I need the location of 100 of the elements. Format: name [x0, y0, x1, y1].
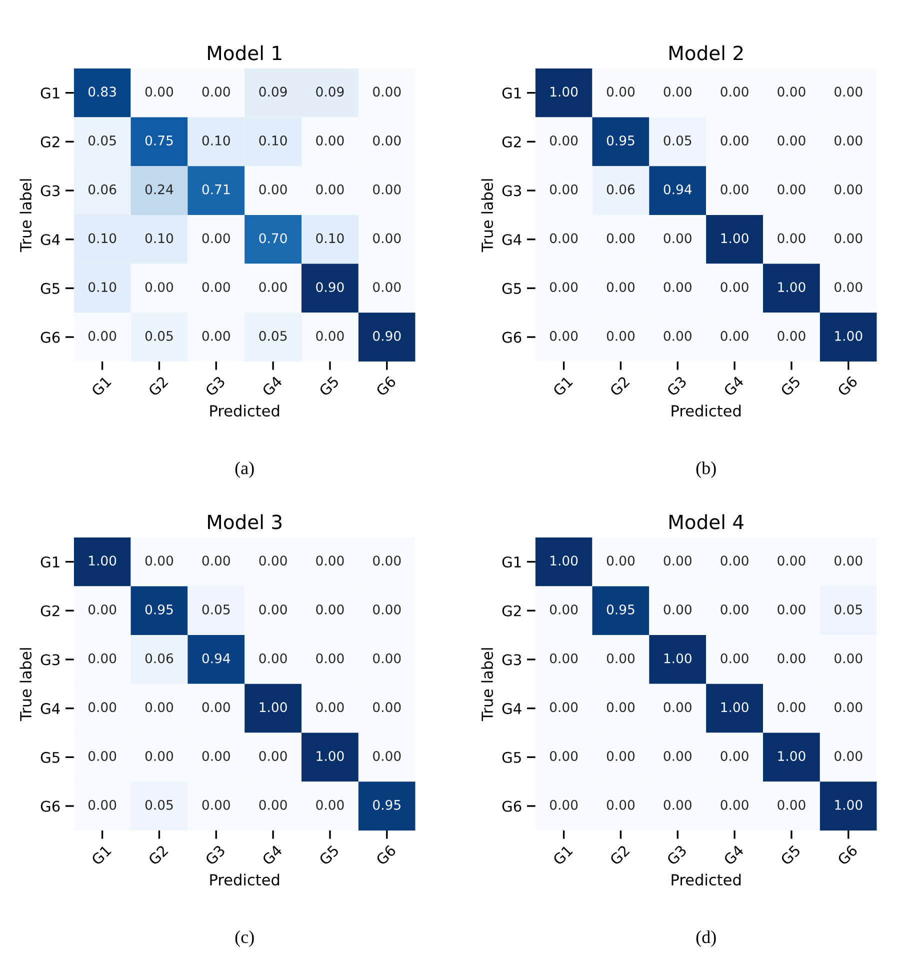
- data-label: 0.00: [664, 282, 692, 292]
- data-label: 0.00: [202, 330, 230, 341]
- data-label: 0.00: [834, 556, 862, 566]
- data-label: 0.05: [145, 800, 173, 810]
- data-label: 0.05: [834, 604, 862, 614]
- x-axis-title: Predicted: [210, 874, 280, 886]
- data-label: 0.00: [316, 556, 344, 566]
- y-tick-label: G6: [502, 800, 522, 812]
- data-label: 0.00: [778, 653, 806, 664]
- y-tick-label: G4: [502, 703, 522, 714]
- y-tick-label: G5: [40, 282, 60, 294]
- data-label: 0.00: [778, 136, 806, 146]
- y-tick-label: G5: [502, 752, 521, 763]
- data-label: 0.00: [145, 282, 174, 292]
- data-label: 0.00: [720, 800, 748, 810]
- data-label: 0.00: [834, 282, 862, 292]
- data-label: 0.00: [834, 751, 862, 762]
- data-label: 0.05: [664, 136, 692, 146]
- x-tick-label: G6: [836, 844, 858, 866]
- data-label: 1.00: [778, 751, 806, 762]
- data-label: 0.90: [316, 282, 344, 292]
- y-tick-label: G6: [40, 800, 60, 812]
- data-label: 0.00: [720, 282, 748, 292]
- x-tick-label: G6: [375, 844, 397, 866]
- data-label: 0.71: [202, 184, 230, 194]
- data-label: 0.10: [88, 282, 116, 292]
- data-label: 0.00: [550, 282, 578, 292]
- data-label: 0.00: [606, 702, 635, 712]
- x-tick-label: G4: [262, 375, 283, 397]
- x-tick-label: G3: [204, 376, 226, 397]
- y-tick-label: G4: [40, 703, 60, 714]
- data-label: 0.00: [316, 184, 344, 194]
- data-label: 0.00: [316, 136, 344, 146]
- data-label: 0.00: [664, 233, 692, 244]
- data-label: 1.00: [89, 556, 116, 566]
- data-label: 0.00: [664, 800, 692, 810]
- x-tick-label: G5: [780, 376, 801, 397]
- data-label: 0.94: [664, 184, 692, 194]
- y-axis-title: True label: [20, 179, 32, 252]
- y-tick-label: G6: [502, 332, 522, 343]
- data-label: 0.00: [778, 330, 806, 341]
- data-label: 0.95: [606, 604, 634, 614]
- x-tick-label: G3: [666, 376, 688, 397]
- data-label: 0.10: [88, 233, 116, 244]
- data-label: 0.00: [316, 702, 344, 712]
- data-label: 0.00: [606, 800, 635, 810]
- data-label: 0.00: [259, 751, 287, 762]
- data-label: 0.00: [664, 751, 692, 762]
- data-label: 0.00: [373, 136, 401, 146]
- data-label: 0.00: [550, 751, 578, 762]
- data-label: 0.10: [259, 136, 287, 146]
- data-label: 0.00: [145, 751, 174, 762]
- data-label: 0.95: [145, 604, 173, 614]
- x-tick-label: G2: [148, 844, 168, 866]
- data-label: 0.00: [259, 604, 287, 614]
- data-label: 1.00: [550, 556, 578, 566]
- y-tick-label: G1: [502, 556, 521, 568]
- x-tick-label: G3: [666, 844, 688, 866]
- y-tick-label: G3: [502, 654, 521, 666]
- data-label: 0.00: [778, 556, 806, 566]
- y-tick-label: G2: [40, 136, 60, 148]
- x-tick-label: G2: [609, 844, 630, 866]
- data-label: 0.00: [373, 233, 401, 244]
- data-label: 0.00: [88, 751, 116, 762]
- data-label: 0.00: [720, 604, 748, 614]
- data-label: 0.00: [202, 556, 230, 566]
- data-label: 0.00: [550, 653, 578, 664]
- data-label: 0.00: [778, 184, 806, 194]
- data-label: 0.90: [373, 330, 401, 341]
- data-label: 1.00: [835, 800, 862, 810]
- data-label: 0.00: [316, 330, 344, 341]
- x-tick-label: G1: [552, 844, 574, 866]
- y-axis-title: True label: [481, 648, 494, 722]
- chart-title: Model 1: [208, 45, 282, 60]
- x-axis-title: Predicted: [210, 404, 280, 417]
- x-tick-label: G4: [723, 375, 744, 397]
- data-label: 0.00: [88, 702, 116, 712]
- y-axis-title: True label: [20, 648, 32, 722]
- data-label: 0.00: [664, 86, 692, 97]
- y-tick-label: G2: [502, 605, 521, 616]
- data-label: 0.00: [373, 184, 401, 194]
- data-label: 0.00: [778, 233, 806, 244]
- data-label: 0.00: [550, 800, 578, 810]
- y-tick-label: G3: [40, 654, 60, 666]
- data-label: 0.05: [145, 330, 173, 341]
- data-label: 0.00: [550, 330, 578, 341]
- y-tick-label: G2: [40, 605, 60, 616]
- data-label: 0.00: [834, 136, 862, 146]
- y-tick-label: G4: [502, 234, 522, 246]
- data-label: 0.00: [550, 702, 578, 712]
- data-label: 0.00: [202, 751, 230, 762]
- y-tick-label: G4: [40, 234, 60, 246]
- data-label: 0.00: [145, 556, 174, 566]
- data-label: 0.00: [720, 653, 748, 664]
- data-label: 0.00: [88, 604, 116, 614]
- data-label: 0.00: [259, 800, 287, 810]
- data-label: 0.00: [316, 604, 344, 614]
- data-label: 1.00: [550, 86, 578, 97]
- data-label: 0.10: [316, 233, 344, 244]
- data-label: 0.06: [606, 184, 635, 194]
